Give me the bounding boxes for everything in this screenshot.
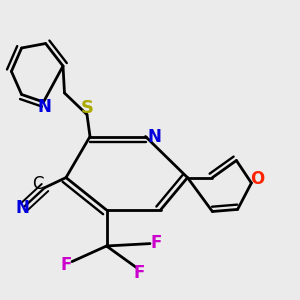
Text: F: F [61,256,72,274]
Text: C: C [32,175,44,193]
Text: N: N [15,199,29,217]
Text: F: F [151,234,162,252]
Text: S: S [80,99,94,117]
Text: F: F [134,264,145,282]
Text: N: N [37,98,51,116]
Text: N: N [148,128,161,146]
Text: O: O [250,170,265,188]
